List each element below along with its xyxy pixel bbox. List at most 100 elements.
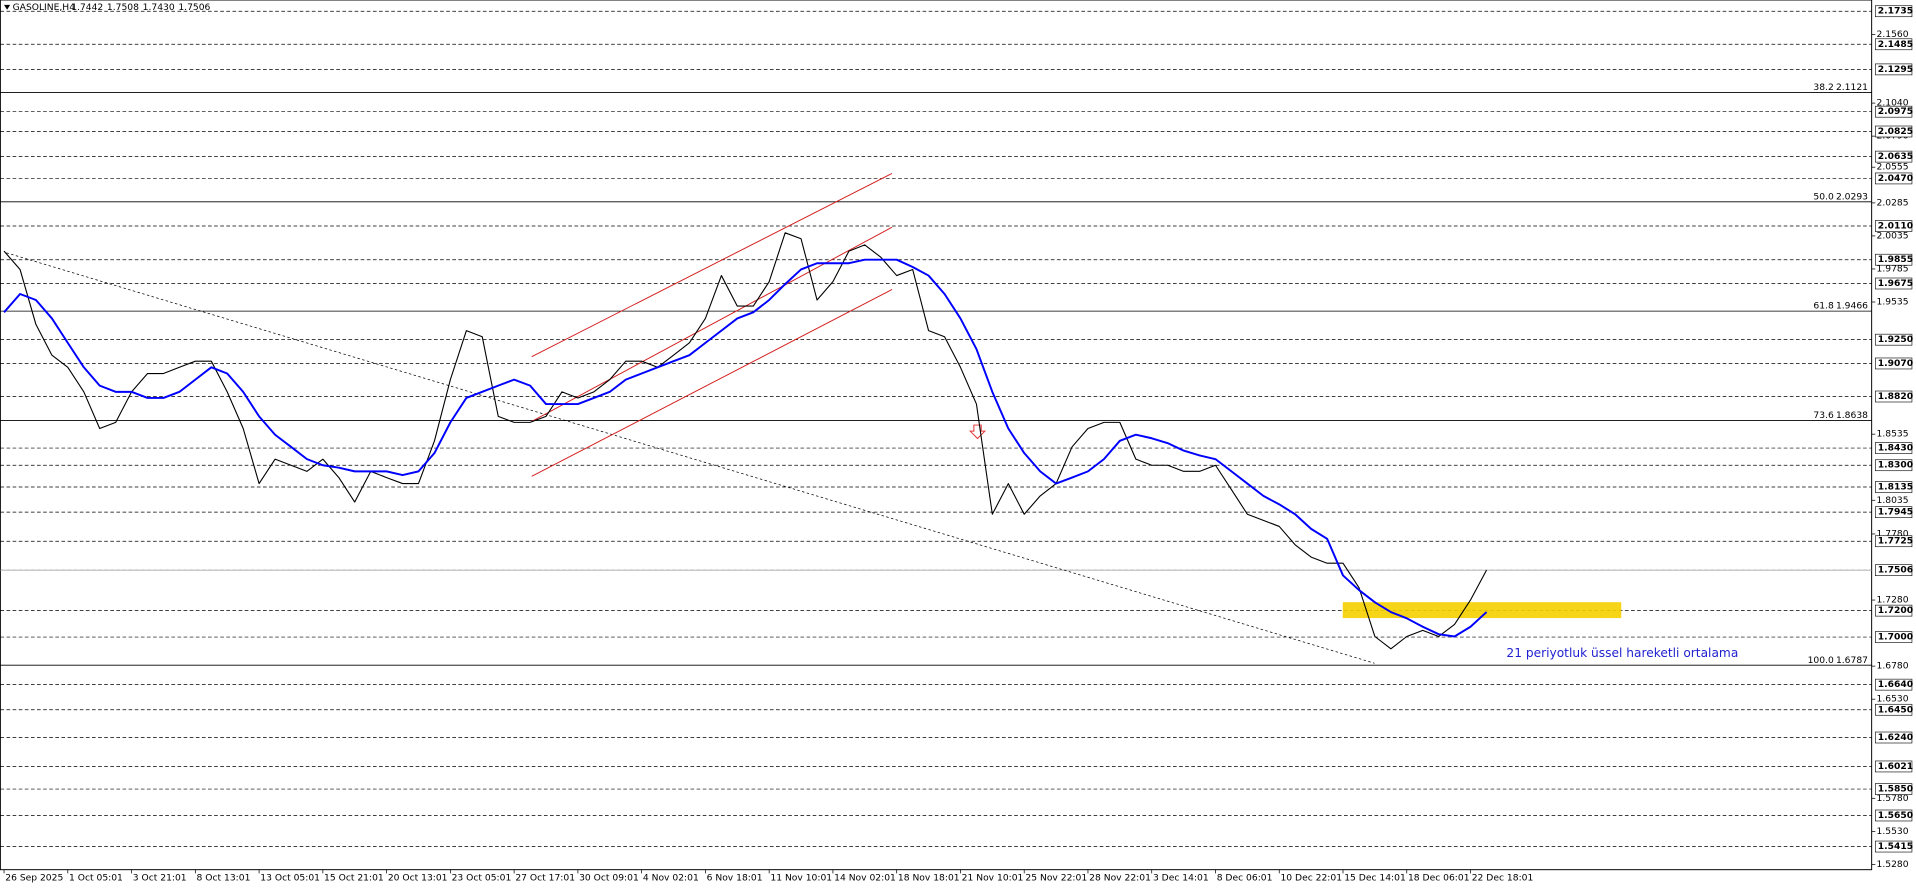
x-tick-label: 20 Oct 13:01: [388, 873, 448, 884]
fib-ratio: 50.0: [1813, 191, 1834, 202]
y-tick-label: 1.5530: [1877, 826, 1909, 837]
level-label-box: [1875, 631, 1913, 643]
level-label: 1.6640: [1878, 679, 1913, 690]
y-tick-label: 1.5780: [1877, 793, 1909, 804]
x-tick-label: 23 Oct 05:01: [452, 873, 512, 884]
y-tick-label: 2.0035: [1877, 230, 1909, 241]
level-label: 1.7000: [1878, 632, 1913, 643]
level-label-box: [1875, 253, 1913, 266]
fib-ratio: 100.0: [1808, 655, 1834, 666]
y-tick-label: 1.8035: [1877, 495, 1909, 506]
x-tick-label: 25 Nov 22:01: [1025, 873, 1087, 884]
level-label: 1.7945: [1878, 507, 1913, 518]
level-label: 2.1295: [1878, 64, 1913, 75]
x-tick-label: 21 Nov 10:01: [962, 873, 1024, 884]
fib-ratio: 73.6: [1813, 410, 1834, 421]
level-label: 1.8135: [1878, 482, 1913, 493]
channel-upper: [531, 173, 893, 358]
y-tick-label: 1.6530: [1877, 694, 1909, 705]
level-label: 2.0110: [1878, 221, 1913, 232]
symbol: GASOLINE,H4: [13, 2, 76, 13]
x-tick-label: 22 Dec 18:01: [1472, 873, 1534, 884]
level-label-box: [1875, 125, 1913, 138]
level-label: 1.9250: [1878, 334, 1913, 345]
level-label-box: [1875, 38, 1913, 51]
level-label-box: [1875, 150, 1913, 163]
x-tick-label: 27 Oct 17:01: [515, 873, 575, 884]
level-label-box: [1875, 564, 1913, 576]
x-tick-label: 10 Dec 22:01: [1280, 873, 1342, 884]
series: [3, 232, 1488, 650]
ohlc-value: 1.7430: [143, 2, 175, 13]
level-label-box: [1875, 459, 1913, 472]
level-label: 1.7506: [1878, 565, 1913, 576]
x-tick-label: 18 Nov 18:01: [898, 873, 960, 884]
level-label-box: [1875, 105, 1913, 118]
fib-price: 2.0293: [1836, 191, 1868, 202]
level-label-box: [1875, 731, 1913, 744]
level-label-box: [1875, 604, 1913, 617]
level-label-box: [1875, 840, 1913, 853]
level-label-box: [1875, 535, 1913, 548]
fib-ratio: 38.2: [1813, 82, 1833, 93]
level-label-box: [1875, 442, 1913, 454]
level-label-box: [1875, 678, 1913, 691]
support-zone: [1342, 602, 1622, 619]
x-tick-label: 3 Dec 14:01: [1153, 873, 1209, 884]
ema-line: [3, 258, 1488, 638]
level-label-box: [1875, 277, 1913, 290]
price-line: [3, 232, 1488, 650]
ohlc-value: 1.7506: [178, 2, 210, 13]
level-label: 2.0975: [1878, 106, 1913, 117]
fib-price: 1.9466: [1836, 301, 1868, 312]
level-label: 1.8430: [1878, 443, 1913, 454]
x-tick-label: 15 Dec 14:01: [1344, 873, 1406, 884]
fib-price: 2.1121: [1836, 82, 1868, 93]
y-tick-label: 1.9785: [1877, 263, 1909, 274]
x-tick-label: 3 Oct 21:01: [133, 873, 187, 884]
level-label-box: [1875, 357, 1913, 370]
level-label: 1.7200: [1878, 605, 1913, 616]
x-tick-label: 26 Sep 2025: [5, 873, 63, 884]
plot-frame: [0, 0, 1873, 871]
y-tick-label: 1.9535: [1877, 297, 1909, 308]
level-label: 1.9675: [1878, 278, 1913, 289]
level-label-box: [1875, 333, 1913, 346]
level-label-box: [1875, 481, 1913, 493]
y-tick-label: 2.1560: [1877, 29, 1909, 40]
level-label: 1.5415: [1878, 841, 1913, 852]
x-tick-label: 11 Nov 10:01: [770, 873, 832, 884]
y-tick-label: 1.7280: [1877, 595, 1909, 606]
trend-line: [6, 252, 1375, 664]
y-tick-label: 1.8535: [1877, 429, 1909, 440]
axis: 2.15602.10402.07902.05552.02852.00351.97…: [3, 5, 1913, 884]
level-label-box: [1875, 390, 1913, 403]
y-tick-label: 2.0285: [1877, 197, 1909, 208]
level-label-box: [1875, 220, 1913, 232]
x-tick-label: 4 Nov 02:01: [643, 873, 699, 884]
level-label: 2.0825: [1878, 126, 1913, 137]
level-label: 1.8820: [1878, 391, 1913, 402]
level-label: 1.6240: [1878, 732, 1913, 743]
level-label: 2.1735: [1878, 6, 1913, 17]
x-tick-label: 1 Oct 05:01: [69, 873, 123, 884]
y-tick-label: 2.0555: [1877, 162, 1909, 173]
x-tick-label: 30 Oct 09:01: [579, 873, 639, 884]
level-label-box: [1875, 172, 1913, 185]
x-tick-label: 14 Nov 02:01: [834, 873, 896, 884]
x-tick-label: 8 Dec 06:01: [1217, 873, 1273, 884]
y-tick-label: 1.5280: [1877, 859, 1909, 870]
level-label-box: [1875, 760, 1913, 773]
level-label-box: [1875, 506, 1913, 518]
level-label: 2.1485: [1878, 39, 1913, 50]
fib-price: 1.8638: [1836, 410, 1868, 421]
level-label: 1.8300: [1878, 460, 1913, 471]
level-label: 1.6021: [1878, 761, 1913, 772]
level-label-box: [1875, 63, 1913, 76]
level-label-box: [1875, 783, 1913, 795]
x-tick-label: 28 Nov 22:01: [1089, 873, 1151, 884]
title: GASOLINE,H4 1.7442 1.7508 1.7430 1.7506: [4, 2, 211, 13]
x-tick-label: 15 Oct 21:01: [324, 873, 384, 884]
x-tick-label: 13 Oct 05:01: [260, 873, 320, 884]
